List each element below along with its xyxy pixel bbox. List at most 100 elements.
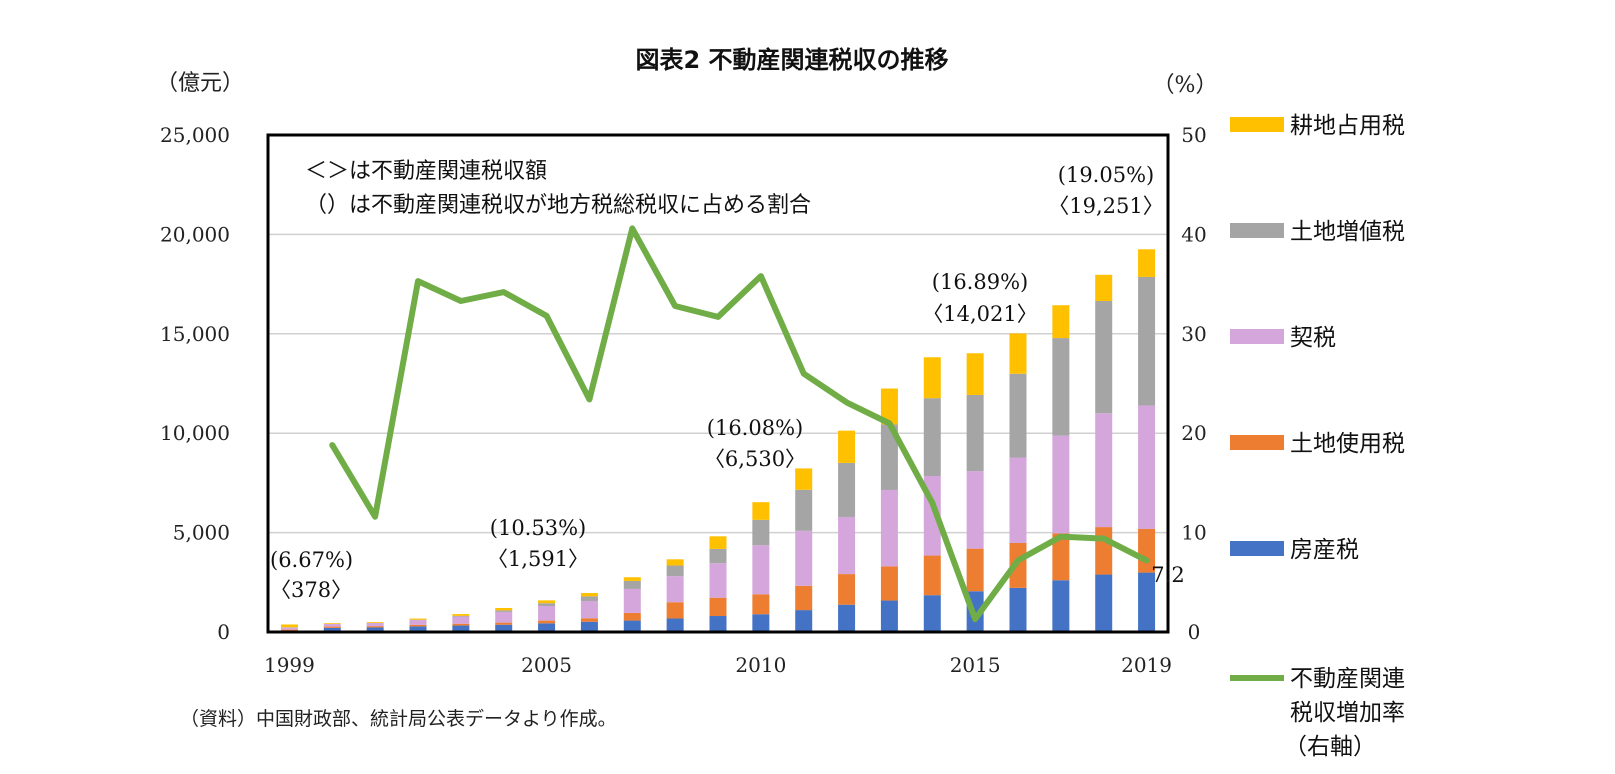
legend-label-房産税: 房産税	[1290, 537, 1359, 563]
bar-2009-房産税	[709, 616, 727, 632]
bar-2003-房産税	[452, 625, 470, 632]
left-axis-unit: （億元）	[156, 71, 244, 96]
bar-2006-土地使用税	[580, 618, 598, 622]
x-tick-label: 1999	[264, 653, 315, 677]
bar-2018-契税	[1095, 413, 1113, 528]
bar-2006-房産税	[580, 621, 598, 632]
bar-2011-土地増値税	[795, 489, 813, 531]
legend-label-耕地占用税: 耕地占用税	[1290, 113, 1405, 139]
bar-2014-土地使用税	[923, 555, 941, 596]
plot-frame	[266, 133, 1170, 634]
bar-2012-耕地占用税	[838, 430, 856, 463]
bar-2015-土地使用税	[966, 548, 984, 592]
bar-2019-契税	[1138, 405, 1156, 529]
bar-2017-房産税	[1052, 580, 1070, 632]
bar-1999-土地使用税	[280, 629, 298, 631]
legend-label-line-3: （右軸）	[1284, 734, 1376, 760]
bar-2009-契税	[709, 563, 727, 598]
bar-2018-耕地占用税	[1095, 274, 1113, 302]
right-axis-unit: （%）	[1153, 73, 1218, 98]
bar-1999-契税	[280, 627, 298, 630]
bar-2002-房産税	[409, 626, 427, 632]
annotation-1999-amount: 〈378〉	[270, 578, 352, 602]
legend-swatch-耕地占用税	[1230, 117, 1284, 132]
bar-2006-土地増値税	[580, 596, 598, 601]
bar-2008-房産税	[666, 618, 684, 632]
annotation-2019-amount: 〈19,251〉	[1048, 194, 1163, 218]
x-axis-ticks: 1999 2005 2010 2015 2019	[264, 653, 1172, 677]
right-tick-label: 40	[1181, 222, 1206, 246]
bar-2005-契税	[538, 605, 556, 621]
right-tick-label: 0	[1188, 620, 1201, 644]
annotation-2010-share: (16.08%)	[707, 416, 803, 440]
bar-2007-土地増値税	[623, 580, 641, 589]
legend-swatch-房産税	[1230, 541, 1284, 556]
x-tick-label: 2010	[735, 653, 786, 677]
x-tick-label: 2015	[950, 653, 1001, 677]
bar-2013-耕地占用税	[880, 388, 898, 425]
legend-label-土地増値税: 土地増値税	[1290, 219, 1405, 245]
legend-label-契税: 契税	[1290, 325, 1336, 351]
annotation-2005-amount: 〈1,591〉	[487, 547, 589, 571]
bar-2008-土地増値税	[666, 565, 684, 577]
bar-2013-土地使用税	[880, 566, 898, 601]
legend-swatch-契税	[1230, 329, 1284, 344]
bar-2006-契税	[580, 600, 598, 619]
bar-2004-土地増値税	[495, 610, 513, 612]
bar-2004-契税	[495, 611, 513, 623]
bar-2000-耕地占用税	[323, 623, 341, 624]
bar-1999-耕地占用税	[280, 624, 298, 628]
annotation-2015-amount: 〈14,021〉	[922, 302, 1037, 326]
x-tick-label: 2005	[521, 653, 572, 677]
bar-2018-土地増値税	[1095, 301, 1113, 414]
bar-2019-耕地占用税	[1138, 249, 1156, 277]
legend-label-土地使用税: 土地使用税	[1290, 431, 1405, 457]
source-note: （資料）中国財政部、統計局公表データより作成。	[180, 708, 617, 730]
left-tick-label: 5,000	[173, 521, 230, 545]
bar-2004-土地使用税	[495, 622, 513, 625]
bar-2010-土地使用税	[752, 594, 770, 615]
bar-2007-耕地占用税	[623, 577, 641, 581]
growth-rate-line	[329, 225, 1150, 623]
bar-2007-契税	[623, 588, 641, 613]
bar-2001-土地使用税	[366, 626, 384, 628]
bar-2014-耕地占用税	[923, 357, 941, 399]
annotation-2015-share: (16.89%)	[932, 270, 1028, 294]
bar-2014-土地増値税	[923, 398, 941, 477]
bar-2017-契税	[1052, 435, 1070, 534]
right-tick-label: 20	[1181, 421, 1206, 445]
left-axis-ticks: 0 5,000 10,000 15,000 20,000 25,000	[160, 123, 230, 644]
bar-2012-房産税	[838, 604, 856, 632]
bar-2016-土地増値税	[1009, 373, 1027, 458]
bar-2003-土地使用税	[452, 623, 470, 626]
bar-2005-耕地占用税	[538, 600, 556, 604]
left-tick-label: 0	[217, 620, 230, 644]
bar-2007-土地使用税	[623, 612, 641, 621]
right-tick-label: 50	[1181, 123, 1206, 147]
bar-2001-房産税	[366, 627, 384, 632]
bar-2003-契税	[452, 616, 470, 624]
bar-2017-耕地占用税	[1052, 305, 1070, 339]
bar-2013-土地増値税	[880, 424, 898, 490]
legend-label-line-1: 不動産関連	[1290, 666, 1405, 692]
bar-2016-契税	[1009, 457, 1027, 543]
bar-2007-房産税	[623, 620, 641, 632]
bar-2004-房産税	[495, 624, 513, 632]
growth-rate-polyline	[329, 225, 1150, 623]
bar-2016-耕地占用税	[1009, 333, 1027, 374]
bar-2012-土地使用税	[838, 574, 856, 605]
bar-2002-土地使用税	[409, 624, 427, 627]
bar-2010-契税	[752, 545, 770, 595]
bar-2010-房産税	[752, 614, 770, 632]
bar-2009-耕地占用税	[709, 536, 727, 549]
bar-2019-房産税	[1138, 572, 1156, 632]
bar-2011-契税	[795, 530, 813, 586]
last-rate-label: 7.2	[1151, 563, 1184, 587]
bar-2015-土地増値税	[966, 394, 984, 472]
bar-2019-土地使用税	[1138, 528, 1156, 573]
bar-2010-土地増値税	[752, 519, 770, 546]
bar-2004-耕地占用税	[495, 608, 513, 611]
bar-2008-契税	[666, 576, 684, 603]
bar-2011-耕地占用税	[795, 468, 813, 490]
